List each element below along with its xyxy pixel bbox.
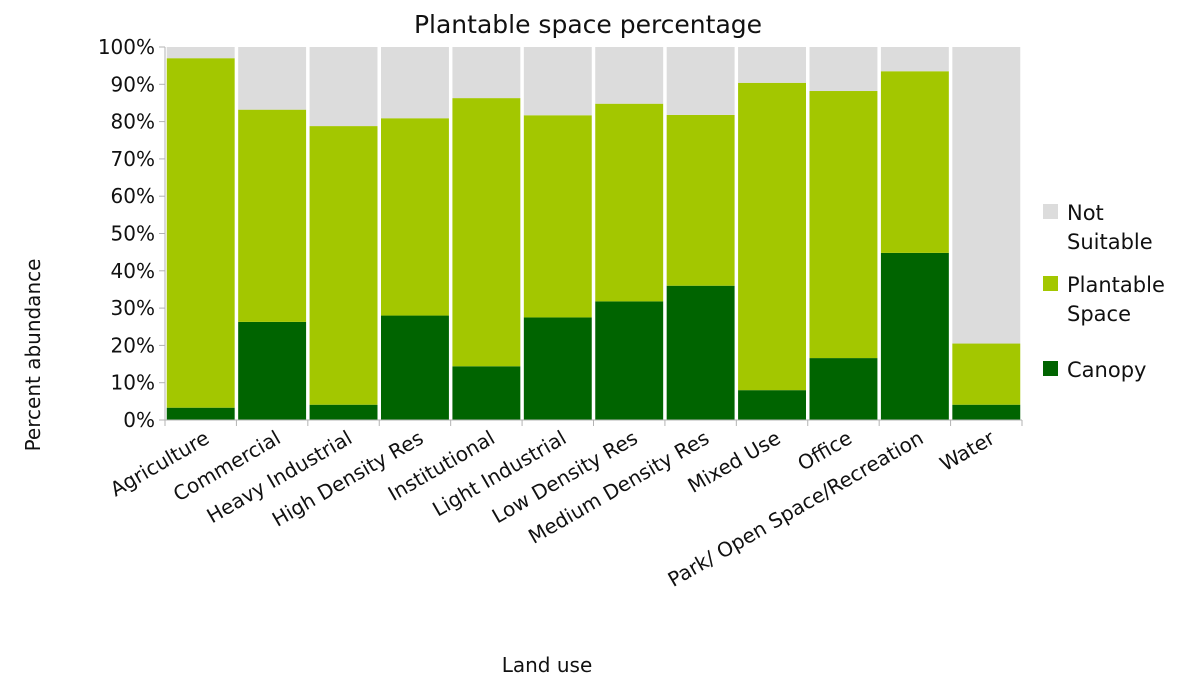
bar-segment-not-suitable — [381, 47, 449, 119]
bar-segment-canopy — [166, 407, 235, 420]
bar-segment-canopy — [738, 390, 806, 420]
bar-segment-not-suitable — [309, 47, 378, 127]
y-tick-label: 50% — [111, 222, 155, 246]
bar-segment-canopy — [381, 315, 449, 420]
bar-segment-not-suitable — [738, 47, 806, 83]
bar-segment-canopy — [952, 404, 1021, 420]
bar-segment-not-suitable — [452, 47, 521, 99]
y-tick-label: 90% — [111, 72, 155, 96]
bar-segment-plantable-space — [738, 82, 806, 391]
bar-segment-not-suitable — [238, 47, 307, 110]
legend-label: Not — [1067, 201, 1104, 225]
bar-segment-plantable-space — [452, 98, 521, 367]
legend-label: Suitable — [1067, 230, 1153, 254]
y-tick-label: 60% — [111, 184, 155, 208]
x-axis-label: Land use — [502, 653, 593, 677]
bar-segment-plantable-space — [952, 343, 1021, 405]
legend-label: Canopy — [1067, 358, 1146, 382]
legend-label: Plantable — [1067, 273, 1165, 297]
bar-segment-plantable-space — [666, 114, 735, 286]
bar-segment-not-suitable — [952, 47, 1021, 344]
bar-segment-plantable-space — [523, 115, 592, 318]
legend: Not Suitable Plantable Space Canopy — [1043, 201, 1165, 382]
y-axis-label: Percent abundance — [21, 259, 45, 452]
bar-segment-canopy — [309, 404, 378, 420]
bar-segment-plantable-space — [166, 58, 235, 408]
bar-segment-not-suitable — [595, 47, 664, 104]
plot-area: 0%10%20%30%40%50%60%70%80%90%100%Agricul… — [98, 35, 1023, 592]
legend-swatch — [1043, 276, 1058, 291]
bar-segment-not-suitable — [809, 47, 878, 92]
y-tick-label: 40% — [111, 259, 155, 283]
y-tick-label: 100% — [98, 35, 155, 59]
y-tick-label: 10% — [111, 371, 155, 395]
legend-swatch — [1043, 204, 1058, 219]
x-tick-label: Water — [936, 425, 1000, 476]
bar-segment-not-suitable — [666, 47, 735, 115]
bar-segment-canopy — [666, 285, 735, 420]
legend-label: Space — [1067, 302, 1131, 326]
bar-segment-canopy — [523, 317, 592, 420]
chart-title: Plantable space percentage — [414, 10, 762, 39]
bar-segment-plantable-space — [595, 103, 664, 302]
bar-segment-plantable-space — [880, 71, 949, 253]
legend-swatch — [1043, 361, 1058, 376]
bar-segment-canopy — [452, 366, 521, 420]
bar-segment-canopy — [595, 301, 664, 420]
y-tick-label: 80% — [111, 110, 155, 134]
y-tick-label: 20% — [111, 333, 155, 357]
y-tick-label: 70% — [111, 147, 155, 171]
bar-segment-not-suitable — [880, 47, 949, 72]
bar-segment-plantable-space — [309, 126, 378, 405]
bar-segment-plantable-space — [381, 118, 449, 316]
bar-segment-not-suitable — [523, 47, 592, 116]
y-tick-label: 30% — [111, 296, 155, 320]
bar-segment-canopy — [238, 321, 307, 420]
bar-segment-plantable-space — [809, 91, 878, 359]
y-tick-label: 0% — [123, 408, 155, 432]
bar-segment-plantable-space — [238, 109, 307, 322]
bar-segment-canopy — [809, 358, 878, 420]
bar-segment-not-suitable — [166, 47, 235, 59]
bar-segment-canopy — [880, 252, 949, 420]
